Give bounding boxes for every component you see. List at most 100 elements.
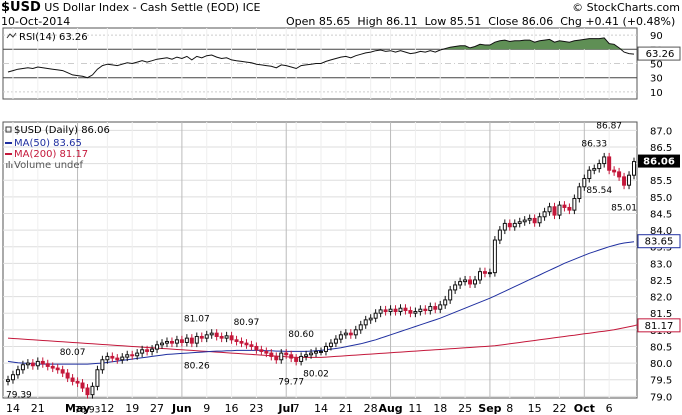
date-tick-label: Aug xyxy=(378,402,402,415)
candle-body xyxy=(368,317,373,321)
candle-body xyxy=(592,168,597,171)
candle-body xyxy=(338,334,343,340)
rsi-current-badge: 63.26 xyxy=(637,46,681,61)
candle-body xyxy=(174,339,179,344)
price-tick-label: 85.0 xyxy=(650,193,672,204)
ma200-legend: MA(200) 81.17 xyxy=(14,149,88,160)
price-annotations: 80.07 78.93 81.07 80.26 80.97 80.60 79.7780.02… xyxy=(6,122,637,415)
candle-body xyxy=(507,222,512,228)
price-tick-label: 81.5 xyxy=(650,309,672,320)
chart-date: 10-Oct-2014 xyxy=(1,15,71,28)
candle-body xyxy=(100,359,105,371)
candle-body xyxy=(70,377,75,382)
candle-body xyxy=(309,352,314,356)
date-tick-label: Sep xyxy=(478,402,501,415)
candle-body xyxy=(304,354,309,357)
candle-body xyxy=(145,349,150,352)
candle-body xyxy=(423,308,428,312)
candle-body xyxy=(224,335,229,339)
candle-body xyxy=(612,169,617,173)
candle-body xyxy=(284,352,289,356)
candle-body xyxy=(214,332,219,337)
date-tick-label: Jun xyxy=(171,402,192,415)
candle-body xyxy=(537,216,542,224)
candle-body xyxy=(587,169,592,180)
candle-body xyxy=(25,362,30,366)
price-annotation: 81.07 xyxy=(184,315,210,325)
candle-body xyxy=(194,335,199,344)
rsi-tick-label: 90 xyxy=(650,31,663,42)
rsi-tick-label: 30 xyxy=(650,74,663,85)
date-tick-label: 19 xyxy=(125,402,139,415)
price-annotation: 80.02 xyxy=(303,369,329,379)
candle-body xyxy=(35,360,40,367)
candle-body xyxy=(264,350,269,354)
candle-body xyxy=(184,337,189,343)
date-tick-label: 22 xyxy=(552,402,566,415)
volume-icon xyxy=(6,161,13,168)
exchange: ICE xyxy=(242,1,261,14)
instrument-name: US Dollar Index - Cash Settle (EOD) xyxy=(44,1,240,14)
candle-body xyxy=(314,350,319,354)
candle-body xyxy=(279,352,284,361)
date-tick-label: 9 xyxy=(203,402,210,415)
candle-body xyxy=(239,340,244,344)
price-y-tick-labels: 87.086.586.085.585.084.584.083.583.082.5… xyxy=(650,126,672,403)
candle-body xyxy=(274,355,279,361)
ma50-badge: 83.65 xyxy=(637,234,681,249)
candle-body xyxy=(358,324,363,331)
candle-body xyxy=(60,369,65,374)
candle-body xyxy=(105,355,110,361)
date-tick-label: 8 xyxy=(506,402,513,415)
candle-body xyxy=(294,357,299,362)
candle-body xyxy=(542,211,547,218)
candle-body xyxy=(597,163,602,170)
candle-body xyxy=(482,271,487,274)
price-annotation: 80.97 xyxy=(234,318,260,328)
price-panel-frame xyxy=(2,121,638,399)
candle-body xyxy=(75,380,80,384)
candle-body xyxy=(438,304,443,310)
price-tick-label: 80.5 xyxy=(650,342,672,353)
candle-body xyxy=(378,309,383,314)
candle-body xyxy=(85,387,90,396)
candle-body xyxy=(289,354,294,359)
date-tick-label: 25 xyxy=(458,402,472,415)
candle-body xyxy=(602,156,607,165)
candle-body xyxy=(209,332,214,336)
candle-body xyxy=(45,363,50,367)
candle-body xyxy=(622,176,627,186)
date-tick-label: 18 xyxy=(433,402,447,415)
candle-body xyxy=(428,306,433,312)
candle-body xyxy=(448,289,453,301)
date-tick-label: 12 xyxy=(100,402,114,415)
candle-body xyxy=(477,271,482,281)
candle-body xyxy=(502,222,507,231)
price-label: $USD (Daily) 86.06 xyxy=(14,125,110,136)
ma50-badge-value: 83.65 xyxy=(645,237,674,248)
candle-body xyxy=(140,349,145,354)
candle-body xyxy=(473,279,478,285)
candle-body xyxy=(110,355,115,359)
candle-body xyxy=(254,345,259,351)
close-badge: 86.06 xyxy=(638,154,680,168)
candle-body xyxy=(443,299,448,306)
price-annotation: 85.54 xyxy=(586,186,612,196)
ma200-badge: 81.17 xyxy=(637,318,681,333)
price-tick-label: 79.0 xyxy=(650,392,672,403)
candle-body xyxy=(453,284,458,291)
candle-body xyxy=(135,352,140,357)
candle-body xyxy=(20,364,25,371)
candle-body xyxy=(557,204,562,216)
candle-body xyxy=(418,308,423,313)
candle-body xyxy=(189,337,194,344)
candle-body xyxy=(458,281,463,286)
date-tick-label: 28 xyxy=(364,402,378,415)
candle-body xyxy=(567,206,572,211)
ma200-line xyxy=(7,323,640,358)
price-tick-label: 83.0 xyxy=(650,259,672,270)
candle-body xyxy=(130,354,135,357)
candle-body xyxy=(492,239,497,274)
volume-legend: Volume undef xyxy=(14,160,84,171)
candle-body xyxy=(95,369,100,387)
